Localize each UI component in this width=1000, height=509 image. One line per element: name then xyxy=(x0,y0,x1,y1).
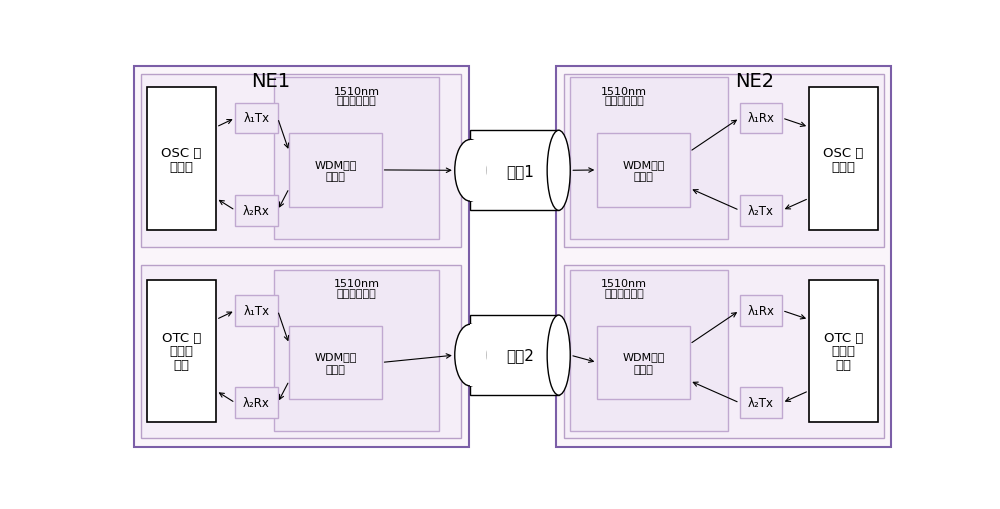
Text: 时处理: 时处理 xyxy=(832,345,856,358)
Text: 耦合器: 耦合器 xyxy=(633,364,653,374)
Bar xyxy=(141,75,461,247)
Text: λ₁Tx: λ₁Tx xyxy=(243,304,270,317)
Text: 1510nm: 1510nm xyxy=(601,279,647,289)
Bar xyxy=(740,103,782,134)
Bar xyxy=(274,270,439,432)
Ellipse shape xyxy=(455,325,486,386)
Bar xyxy=(470,140,486,202)
Text: λ₂Tx: λ₂Tx xyxy=(748,205,774,217)
Bar xyxy=(740,195,782,227)
Text: 时处理: 时处理 xyxy=(169,345,193,358)
Text: WDM双向: WDM双向 xyxy=(314,159,357,169)
Text: WDM双向: WDM双向 xyxy=(622,159,665,169)
Text: 耦合器: 耦合器 xyxy=(633,172,653,182)
Bar xyxy=(147,88,216,230)
Text: WDM双向: WDM双向 xyxy=(622,352,665,361)
Text: OTC 定: OTC 定 xyxy=(824,331,863,344)
Bar xyxy=(570,270,728,432)
Text: NE1: NE1 xyxy=(251,72,290,91)
Text: OSC 处: OSC 处 xyxy=(161,147,202,159)
Bar xyxy=(141,266,461,438)
Bar xyxy=(564,75,884,247)
Text: 光杈2: 光杈2 xyxy=(506,348,534,363)
Bar xyxy=(597,134,690,207)
Bar xyxy=(235,388,278,418)
Text: 1510nm: 1510nm xyxy=(334,279,380,289)
Ellipse shape xyxy=(455,140,486,202)
Text: 光杈1: 光杈1 xyxy=(506,163,534,179)
Bar xyxy=(597,326,690,399)
Bar xyxy=(235,295,278,326)
Text: λ₁Rx: λ₁Rx xyxy=(747,112,774,125)
Text: 1510nm: 1510nm xyxy=(334,87,380,97)
Text: 单元: 单元 xyxy=(836,358,852,372)
Bar xyxy=(470,316,559,395)
Text: 理单元: 理单元 xyxy=(832,160,856,173)
Bar xyxy=(740,295,782,326)
Text: 单元: 单元 xyxy=(173,358,189,372)
Text: λ₁Tx: λ₁Tx xyxy=(243,112,270,125)
Text: 双向耦合模块: 双向耦合模块 xyxy=(337,96,376,106)
Text: WDM双向: WDM双向 xyxy=(314,352,357,361)
Text: λ₂Rx: λ₂Rx xyxy=(243,397,270,410)
Text: NE2: NE2 xyxy=(735,72,774,91)
Bar xyxy=(556,67,891,447)
Bar xyxy=(134,67,469,447)
Bar xyxy=(289,134,382,207)
Bar xyxy=(809,88,878,230)
Bar xyxy=(235,195,278,227)
Text: OTC 定: OTC 定 xyxy=(162,331,201,344)
Text: 双向耦合模块: 双向耦合模块 xyxy=(604,96,644,106)
Text: λ₂Rx: λ₂Rx xyxy=(243,205,270,217)
Bar xyxy=(274,78,439,239)
Bar xyxy=(809,280,878,422)
Text: 1510nm: 1510nm xyxy=(601,87,647,97)
Bar xyxy=(570,78,728,239)
Ellipse shape xyxy=(547,316,570,395)
Text: OSC 处: OSC 处 xyxy=(823,147,864,159)
Text: 耦合器: 耦合器 xyxy=(325,364,345,374)
Text: λ₁Rx: λ₁Rx xyxy=(747,304,774,317)
Text: 双向耦合模块: 双向耦合模块 xyxy=(337,288,376,298)
Ellipse shape xyxy=(547,131,570,211)
Text: 理单元: 理单元 xyxy=(169,160,193,173)
Bar xyxy=(470,131,559,211)
Bar xyxy=(740,388,782,418)
Bar xyxy=(289,326,382,399)
Bar xyxy=(147,280,216,422)
Bar xyxy=(235,103,278,134)
Text: λ₂Tx: λ₂Tx xyxy=(748,397,774,410)
Text: 双向耦合模块: 双向耦合模块 xyxy=(604,288,644,298)
Bar xyxy=(564,266,884,438)
Text: 耦合器: 耦合器 xyxy=(325,172,345,182)
Bar xyxy=(470,325,486,386)
